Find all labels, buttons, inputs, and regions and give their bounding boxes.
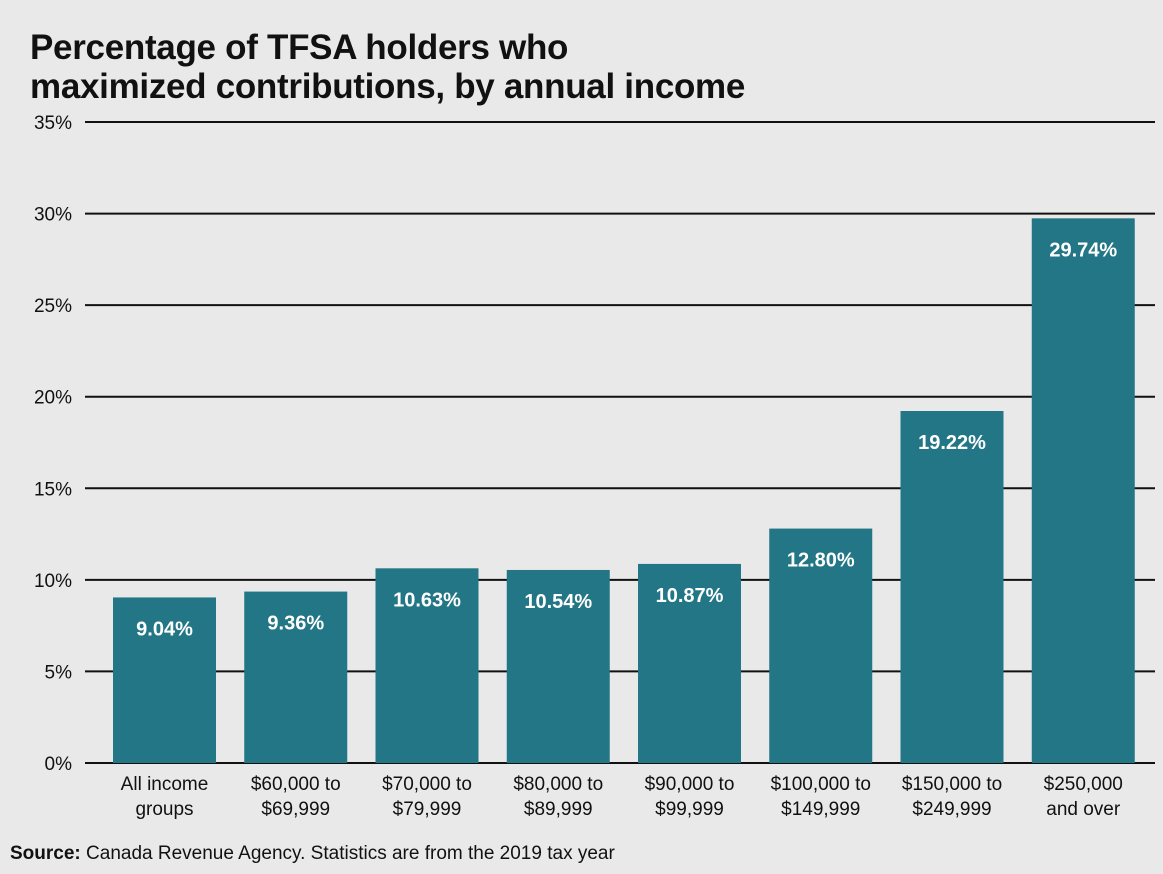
bar [769, 528, 873, 763]
value-labels: 9.04% 9.36% 10.63% 10.54% 10.87% 12.80% 19.22%… [136, 239, 1117, 640]
chart-title-line-1: Percentage of TFSA holders who [30, 28, 569, 67]
x-tick-label: $89,999 [524, 799, 593, 820]
x-tick-label: $70,000 to [382, 774, 472, 795]
y-tick-label: 30% [34, 205, 72, 226]
x-tick-label: $100,000 to [771, 774, 871, 795]
bar [638, 563, 741, 763]
x-tick-label: $99,999 [655, 799, 724, 820]
y-tick-label: 15% [34, 479, 72, 500]
x-tick-label: All income [121, 774, 209, 795]
x-tick-label: $60,000 to [251, 774, 341, 795]
x-tick-label: $150,000 to [902, 774, 1002, 795]
x-tick-label: $69,999 [261, 799, 330, 820]
x-axis-ticks: All income groups $60,000 to $69,999 $70,000… [121, 774, 1123, 820]
y-tick-label: 35% [34, 113, 72, 134]
chart-title: Percentage of TFSA holders who maximized… [30, 28, 1130, 106]
y-tick-label: 0% [45, 754, 73, 775]
chart-title-line-2: maximized contributions, by annual incom… [30, 67, 746, 106]
x-tick-label: and over [1046, 799, 1121, 820]
x-tick-label: $79,999 [393, 799, 462, 820]
y-tick-label: 5% [45, 662, 73, 683]
bar-value-label: 29.74% [1049, 239, 1117, 261]
source-label: Source: [10, 843, 81, 864]
bar-value-label: 19.22% [918, 432, 986, 454]
bar-value-label: 9.04% [136, 618, 193, 640]
x-tick-label: $249,999 [912, 799, 991, 820]
bar [375, 568, 479, 763]
bar-value-label: 12.80% [787, 550, 855, 572]
bar-value-label: 10.63% [393, 589, 461, 611]
x-tick-label: $250,000 [1044, 774, 1123, 795]
x-tick-label: $90,000 to [645, 774, 735, 795]
bar [113, 597, 216, 763]
bar [506, 569, 610, 763]
source-note: Source: Canada Revenue Agency. Statistic… [10, 843, 615, 865]
source-text: Canada Revenue Agency. Statistics are fr… [80, 843, 615, 864]
y-tick-label: 25% [34, 296, 72, 317]
bar-value-label: 10.54% [524, 591, 592, 613]
bars [113, 218, 1135, 764]
bar-value-label: 10.87% [656, 585, 724, 607]
bar [244, 591, 348, 763]
bar-value-label: 9.36% [267, 613, 324, 635]
bar [900, 410, 1004, 763]
x-tick-label: $149,999 [781, 799, 860, 820]
y-axis-ticks: 0% 5% 10% 15% 20% 25% 30% 35% [34, 113, 72, 775]
y-tick-label: 10% [34, 571, 72, 592]
bar [1031, 218, 1135, 764]
x-tick-label: $80,000 to [513, 774, 603, 795]
y-tick-label: 20% [34, 388, 72, 409]
x-tick-label: groups [135, 799, 193, 820]
